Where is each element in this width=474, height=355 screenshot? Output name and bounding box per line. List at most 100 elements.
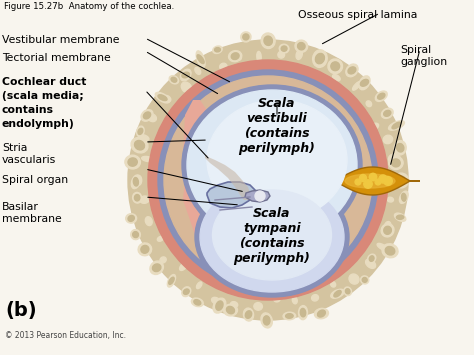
Ellipse shape (392, 159, 400, 167)
Text: Osseous spiral lamina: Osseous spiral lamina (298, 10, 418, 20)
Ellipse shape (164, 95, 171, 102)
Text: Cochlear duct: Cochlear duct (2, 77, 86, 87)
Text: (b): (b) (5, 301, 36, 320)
Ellipse shape (383, 110, 391, 116)
Ellipse shape (385, 246, 395, 255)
Ellipse shape (278, 51, 284, 58)
Ellipse shape (377, 244, 388, 251)
Ellipse shape (382, 244, 398, 258)
Ellipse shape (135, 141, 145, 150)
Ellipse shape (316, 57, 323, 65)
Circle shape (369, 173, 377, 181)
Ellipse shape (187, 90, 357, 240)
Ellipse shape (228, 51, 242, 62)
Ellipse shape (318, 310, 325, 317)
Ellipse shape (264, 36, 273, 45)
Ellipse shape (181, 82, 192, 93)
Ellipse shape (241, 32, 251, 42)
Ellipse shape (368, 123, 379, 131)
Circle shape (128, 40, 408, 320)
Ellipse shape (212, 190, 331, 280)
Ellipse shape (333, 75, 340, 81)
Ellipse shape (133, 231, 138, 237)
Ellipse shape (146, 217, 152, 225)
Ellipse shape (227, 306, 235, 314)
Circle shape (164, 76, 372, 284)
Ellipse shape (360, 80, 369, 86)
Text: Tectorial membrane: Tectorial membrane (2, 53, 111, 63)
Ellipse shape (183, 289, 189, 294)
Ellipse shape (131, 137, 148, 153)
Ellipse shape (299, 306, 308, 320)
Ellipse shape (328, 59, 343, 73)
Ellipse shape (330, 282, 336, 287)
Ellipse shape (382, 108, 393, 119)
Text: endolymph): endolymph) (2, 119, 75, 129)
Ellipse shape (389, 121, 404, 130)
Ellipse shape (197, 55, 204, 64)
Ellipse shape (215, 48, 220, 52)
Ellipse shape (167, 274, 175, 287)
Ellipse shape (244, 308, 254, 321)
Ellipse shape (133, 178, 138, 186)
Ellipse shape (311, 295, 319, 301)
Ellipse shape (359, 76, 370, 90)
Ellipse shape (236, 55, 241, 60)
Ellipse shape (243, 34, 249, 40)
Ellipse shape (153, 264, 161, 272)
Ellipse shape (314, 308, 328, 319)
Circle shape (379, 175, 387, 183)
Ellipse shape (279, 44, 289, 53)
Ellipse shape (346, 289, 350, 294)
Text: Scala
vestibuli
(contains
perilymph): Scala vestibuli (contains perilymph) (238, 97, 315, 155)
Ellipse shape (298, 43, 305, 50)
Ellipse shape (194, 300, 201, 305)
Ellipse shape (389, 156, 403, 170)
Ellipse shape (200, 182, 344, 292)
Ellipse shape (286, 314, 293, 318)
Ellipse shape (263, 316, 270, 325)
Ellipse shape (283, 312, 296, 320)
Ellipse shape (139, 135, 149, 141)
Ellipse shape (295, 40, 308, 52)
Ellipse shape (349, 274, 359, 284)
Ellipse shape (180, 69, 191, 81)
Ellipse shape (344, 287, 352, 295)
Circle shape (375, 179, 381, 185)
Circle shape (158, 70, 378, 290)
Ellipse shape (401, 193, 406, 201)
Text: contains: contains (2, 105, 54, 115)
Ellipse shape (155, 92, 170, 103)
Ellipse shape (141, 245, 149, 253)
Ellipse shape (396, 215, 404, 219)
Ellipse shape (141, 110, 153, 121)
Ellipse shape (197, 282, 202, 289)
Ellipse shape (136, 175, 142, 185)
Ellipse shape (246, 311, 252, 318)
Ellipse shape (384, 222, 391, 229)
Ellipse shape (273, 297, 280, 302)
Circle shape (355, 179, 361, 185)
Ellipse shape (231, 53, 239, 60)
Text: Scala
tympani
(contains
perilymph): Scala tympani (contains perilymph) (234, 207, 310, 265)
Ellipse shape (315, 54, 324, 64)
Ellipse shape (369, 256, 374, 261)
Ellipse shape (261, 33, 275, 49)
Ellipse shape (182, 85, 362, 245)
Ellipse shape (381, 224, 394, 237)
Ellipse shape (171, 77, 177, 82)
Text: Basilar
membrane: Basilar membrane (2, 202, 62, 224)
Ellipse shape (148, 114, 156, 122)
Ellipse shape (365, 259, 375, 268)
Polygon shape (245, 190, 270, 202)
Ellipse shape (361, 276, 369, 284)
Ellipse shape (389, 154, 400, 164)
Ellipse shape (383, 135, 392, 144)
Ellipse shape (301, 308, 306, 317)
Ellipse shape (331, 62, 339, 71)
Polygon shape (183, 100, 220, 255)
Ellipse shape (292, 297, 297, 304)
Ellipse shape (230, 302, 238, 307)
Ellipse shape (216, 301, 223, 310)
Ellipse shape (257, 51, 261, 62)
